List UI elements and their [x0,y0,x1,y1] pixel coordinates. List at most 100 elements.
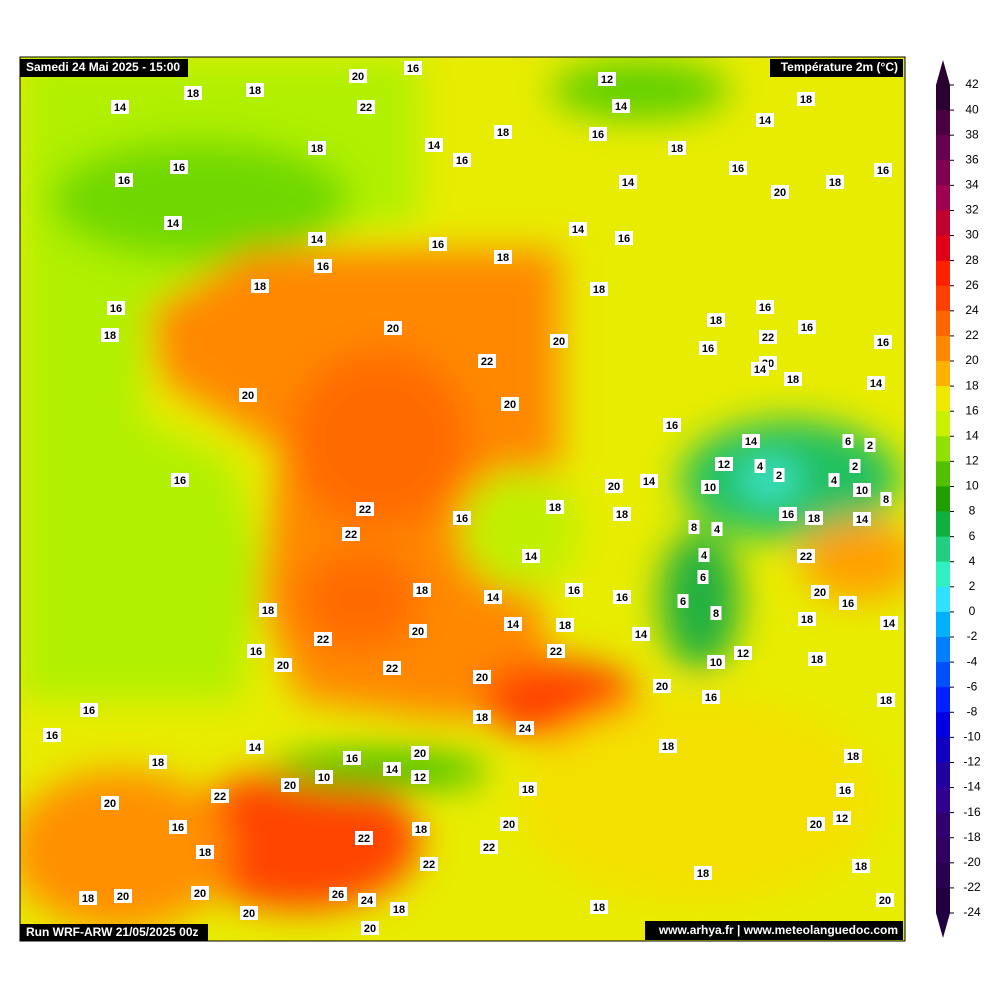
temperature-label: 20 [414,748,426,760]
temperature-label: 22 [386,663,398,675]
temperature-label: 16 [118,175,130,187]
label-box [699,341,717,355]
temperature-label: 20 [352,71,364,83]
temperature-label: 20 [104,798,116,810]
temperature-label: 18 [476,712,488,724]
label-box [653,679,671,693]
temperature-label: 16 [877,165,889,177]
label-box [170,160,188,174]
label-box [43,728,61,742]
colorbar-tick-label: 34 [965,178,979,192]
label-box [274,658,292,672]
temperature-label: 2 [852,461,858,473]
temperature-label: 18 [808,513,820,525]
temperature-label: 14 [615,101,628,113]
temperature-label: 16 [782,509,794,521]
label-box [349,69,367,83]
temperature-label: 12 [414,772,426,784]
colorbar-band [936,235,950,262]
label-box [590,900,608,914]
label-box [849,459,861,473]
label-box [612,99,630,113]
label-box [115,173,133,187]
label-box [798,320,816,334]
temperature-label: 18 [311,143,323,155]
colorbar-band [936,561,950,588]
temperature-label: 20 [387,323,399,335]
temperature-label: 8 [883,494,889,506]
label-box [504,617,522,631]
temperature-label: 16 [432,239,444,251]
label-box [880,616,898,630]
label-box [756,113,774,127]
temperature-label: 22 [762,332,774,344]
label-box [632,627,650,641]
temperature-label: 14 [635,629,648,641]
label-box [659,739,677,753]
temperature-label: 24 [519,723,532,735]
label-box [308,232,326,246]
temperature-label: 18 [187,88,199,100]
label-box [556,618,574,632]
label-box [615,231,633,245]
label-box [411,746,429,760]
label-box [412,822,430,836]
temperature-label: 20 [476,672,488,684]
temperature-label: 22 [423,859,435,871]
label-box [473,710,491,724]
label-box [500,817,518,831]
temperature-label: 22 [481,356,493,368]
temperature-label: 18 [800,94,812,106]
temperature-label: 18 [787,374,799,386]
label-box [413,583,431,597]
footer-box [20,924,208,941]
colorbar-tick-label: -20 [963,855,981,869]
temperature-label: 14 [759,115,772,127]
label-box [281,778,299,792]
temperature-label: 4 [701,550,708,562]
label-box [773,468,785,482]
colorbar-cap [936,60,950,85]
temperature-label: 16 [759,302,771,314]
temperature-label: 18 [880,695,892,707]
label-box [484,590,502,604]
label-box [759,330,777,344]
label-box [569,222,587,236]
temperature-label: 18 [593,902,605,914]
label-box [550,334,568,348]
temperature-label: 4 [831,475,838,487]
temperature-label: 22 [358,833,370,845]
label-box [171,473,189,487]
temperature-label: 22 [317,634,329,646]
label-box [771,185,789,199]
label-box [864,438,876,452]
label-box [877,693,895,707]
colorbar-tick-label: -4 [967,654,978,668]
colorbar-tick-label: 42 [965,77,979,91]
label-box [842,434,854,448]
temperature-label: 4 [714,524,721,536]
label-box [756,300,774,314]
label-box [598,72,616,86]
temperature-label: 16 [801,322,813,334]
colorbar-band [936,386,950,412]
temperature-label: 20 [656,681,668,693]
temperature-label: 14 [386,764,399,776]
label-box [516,721,534,735]
label-box [191,886,209,900]
temperature-label: 8 [713,608,719,620]
credits: www.arhya.fr | www.meteolanguedoc.com [658,923,898,937]
temperature-label: 18 [559,620,571,632]
temperature-label: 16 [317,261,329,273]
label-box [453,511,471,525]
label-box [565,583,583,597]
colorbar-tick-label: -8 [967,704,978,718]
label-box [734,646,752,660]
colorbar-tick-label: -24 [963,905,981,919]
label-box [315,770,333,784]
label-box [729,161,747,175]
temperature-label: 16 [456,513,468,525]
temperature-label: 14 [311,234,324,246]
colorbar-band [936,436,950,462]
label-box [797,549,815,563]
